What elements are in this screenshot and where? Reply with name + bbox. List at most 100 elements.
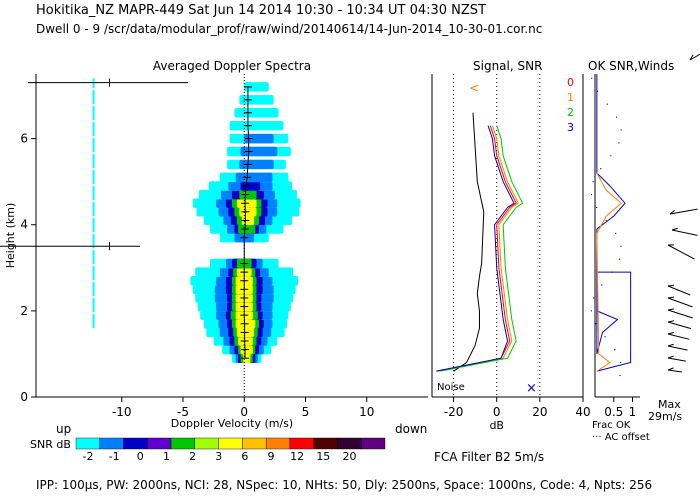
y-tick-label: 2 bbox=[20, 304, 28, 318]
ac-offset-dot bbox=[592, 181, 594, 183]
wind-arrow-head bbox=[667, 308, 674, 311]
colorbar-tick-label: -1 bbox=[109, 450, 120, 463]
wind-arrow bbox=[667, 297, 693, 308]
ac-offset-dot bbox=[596, 206, 598, 209]
noise-marker: × bbox=[526, 381, 537, 396]
signal-series-line bbox=[438, 125, 519, 372]
wind-arrow bbox=[667, 345, 688, 351]
colorbar-tick-label: 2 bbox=[189, 450, 196, 463]
colorbar-swatch bbox=[265, 437, 291, 450]
signal-series-line bbox=[436, 125, 515, 372]
colorbar-swatch bbox=[218, 437, 243, 450]
colorbar-swatch bbox=[99, 437, 124, 450]
colorbar-tick-label: 1 bbox=[163, 450, 170, 463]
colorbar-swatch bbox=[361, 437, 386, 450]
wind-arrow-head bbox=[667, 320, 674, 323]
direction-up-label: up bbox=[56, 422, 71, 436]
ac-offset-dot bbox=[614, 349, 616, 351]
wind-arrow-head bbox=[669, 209, 675, 215]
spectrum-cell bbox=[229, 120, 284, 131]
ac-offset-dot bbox=[620, 129, 622, 131]
x-tick-label: 0.5 bbox=[604, 405, 623, 419]
colorbar-tick-label: 12 bbox=[290, 450, 304, 463]
colorbar-swatch bbox=[194, 437, 219, 450]
ac-offset-dot bbox=[606, 103, 608, 105]
ac-offset-dot bbox=[611, 271, 613, 273]
noise-annotation: Noise bbox=[437, 382, 465, 393]
ac-offset-dot bbox=[620, 245, 622, 247]
colorbar-swatch bbox=[75, 437, 100, 450]
wind-arrow bbox=[669, 208, 698, 215]
colorbar-tick-label: 0 bbox=[137, 450, 144, 463]
legend-entry: 3 bbox=[567, 121, 574, 134]
legend-entry: 0 bbox=[567, 76, 574, 89]
signal-snr-title: Signal, SNR bbox=[473, 59, 542, 73]
wind-arrow-head bbox=[667, 296, 675, 299]
colorbar-swatch bbox=[242, 437, 267, 450]
y-tick-label: 0 bbox=[20, 390, 28, 404]
wind-arrow bbox=[671, 229, 698, 236]
colorbar-tick-label: 6 bbox=[241, 450, 248, 463]
direction-down-label: down bbox=[395, 422, 427, 436]
ac-offset-dot bbox=[590, 193, 593, 196]
y-tick-label: 4 bbox=[20, 218, 28, 232]
spectrum-cell bbox=[244, 82, 269, 92]
ac-offset-dot bbox=[601, 284, 603, 286]
x-tick-label: 0 bbox=[493, 405, 501, 419]
colorbar-swatch bbox=[123, 437, 148, 450]
ok-fraction-line bbox=[596, 74, 632, 372]
x-tick-label: 20 bbox=[532, 405, 547, 419]
wind-arrow bbox=[667, 333, 690, 340]
wind-max-value: 29m/s bbox=[648, 410, 682, 423]
wind-arrow-head bbox=[689, 54, 694, 61]
ok-fraction-line bbox=[596, 172, 623, 372]
signal-series-line bbox=[440, 125, 524, 372]
wind-arrow-head bbox=[667, 284, 675, 287]
ac-offset-dot bbox=[590, 310, 592, 312]
ac-offset-label: ··· AC offset bbox=[592, 432, 650, 443]
wind-max-label: Max bbox=[658, 398, 681, 411]
wind-arrow bbox=[667, 285, 691, 296]
x-tick-label: -10 bbox=[112, 405, 132, 419]
spectrum-cell bbox=[234, 108, 279, 118]
colorbar-tick-label: 20 bbox=[342, 450, 356, 463]
ac-offset-dot bbox=[600, 168, 602, 170]
spectrum-cell bbox=[235, 172, 273, 183]
colorbar-swatch bbox=[147, 437, 172, 450]
spectrum-cell bbox=[240, 146, 278, 157]
ac-offset-dot bbox=[620, 361, 622, 364]
colorbar-tick-label: 3 bbox=[215, 450, 222, 463]
colorbar-swatch bbox=[313, 437, 338, 450]
wind-arrow bbox=[667, 369, 682, 373]
y-tick-label: 6 bbox=[20, 132, 28, 146]
ac-offset-dot bbox=[615, 232, 617, 234]
x-tick-label: 0 bbox=[240, 405, 248, 419]
x-tick-label: -5 bbox=[177, 405, 189, 419]
x-tick-label: -20 bbox=[444, 405, 464, 419]
colorbar-label: SNR dB bbox=[30, 438, 71, 451]
legend-entry: 2 bbox=[567, 106, 574, 119]
header-line-1: Hokitika_NZ MAPR-449 Sat Jun 14 2014 10:… bbox=[36, 3, 487, 18]
ac-offset-dot bbox=[596, 90, 599, 92]
ac-offset-dot bbox=[593, 297, 595, 299]
ac-offset-dot bbox=[615, 116, 618, 118]
colorbar-swatch bbox=[337, 437, 362, 450]
colorbar-tick-label: 9 bbox=[268, 450, 275, 463]
signal-series-line bbox=[436, 125, 517, 372]
signal-series-line bbox=[453, 112, 485, 372]
x-tick-label: 10 bbox=[359, 405, 374, 419]
colorbar-tick-label: 15 bbox=[316, 450, 330, 463]
legend-entry: 1 bbox=[567, 91, 574, 104]
header-line-2: Dwell 0 - 9 /scr/data/modular_prof/raw/w… bbox=[36, 22, 543, 36]
colorbar-swatch bbox=[170, 437, 196, 450]
colorbar-swatch bbox=[289, 437, 314, 450]
ac-offset-dot bbox=[619, 374, 621, 377]
wind-arrow bbox=[667, 244, 695, 260]
snr-colorbar: SNR dB-2 -1 0 1 2 3 6 9 12 15 20 bbox=[30, 437, 386, 463]
averaged-spectra-panel: Averaged Doppler Spectra -10 -5 0 5 10 0 2 4 6 Hei… bbox=[0, 59, 428, 436]
wind-arrow bbox=[689, 53, 700, 61]
spectrum-cell bbox=[244, 133, 274, 144]
